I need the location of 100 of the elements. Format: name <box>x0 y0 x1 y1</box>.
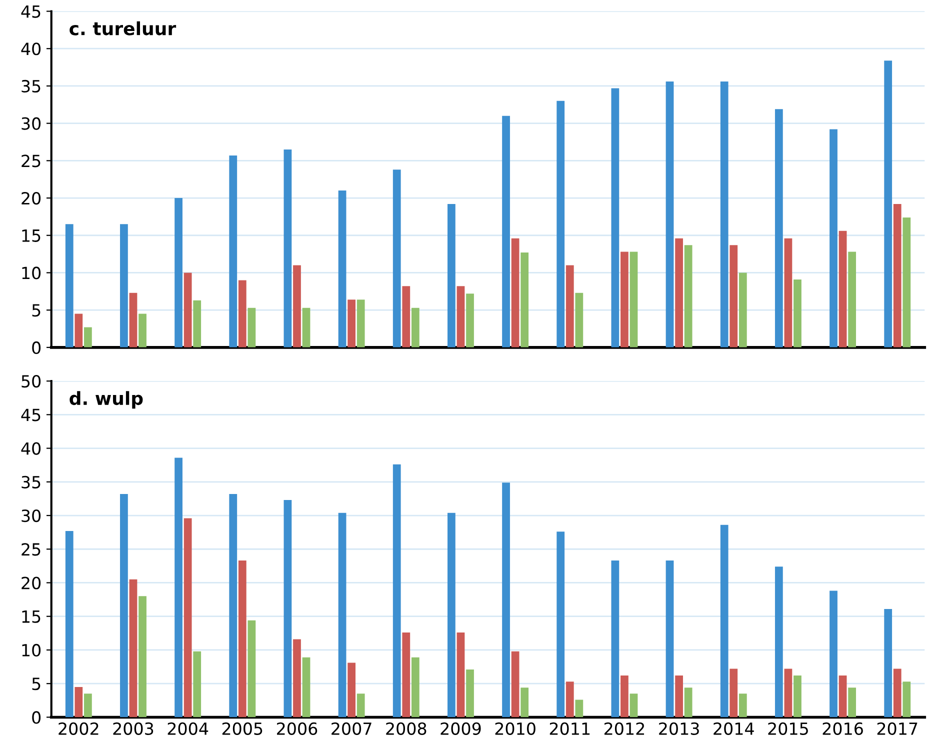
x-tick-label: 2007 <box>332 722 372 735</box>
y-tick-label: 45 <box>21 5 40 18</box>
bar <box>466 669 474 718</box>
y-tick-label: 20 <box>22 192 41 205</box>
bar <box>392 464 401 718</box>
x-tick-label: 2005 <box>222 722 262 735</box>
bar <box>838 230 847 348</box>
y-tick-label: 50 <box>22 375 41 388</box>
x-tick-label: 2012 <box>604 722 644 735</box>
x-tick-label: 2017 <box>877 722 918 735</box>
bar <box>174 198 182 348</box>
x-tick-label: 2004 <box>168 722 208 735</box>
text: d. wulp <box>70 391 143 409</box>
bar <box>84 327 92 348</box>
bar <box>893 204 902 348</box>
bar <box>511 651 520 718</box>
bar <box>84 694 92 718</box>
x-tick-label: 2011 <box>550 722 590 735</box>
bar <box>129 292 138 348</box>
bar <box>392 170 401 348</box>
y-tick-label: 35 <box>22 476 40 488</box>
y-tick-label: 40 <box>21 442 41 455</box>
y-tick-label: 25 <box>22 154 40 168</box>
bar <box>456 286 465 348</box>
y-tick-label: 45 <box>21 408 40 422</box>
y-tick-label: 25 <box>22 543 40 556</box>
bar <box>902 682 911 718</box>
bar <box>348 662 356 718</box>
bar <box>893 668 902 718</box>
bar <box>348 300 356 348</box>
bar <box>902 217 911 348</box>
bar <box>774 109 783 348</box>
bar <box>830 590 838 718</box>
y-tick-label: 15 <box>22 610 40 623</box>
bar <box>666 81 674 348</box>
bar <box>193 300 202 348</box>
bar <box>730 668 738 718</box>
bar <box>620 252 628 348</box>
bar <box>138 314 146 348</box>
y-tick-label: 35 <box>22 80 40 93</box>
bar <box>630 252 638 348</box>
bar <box>229 155 238 348</box>
bar <box>848 688 856 718</box>
bar <box>448 204 456 348</box>
x-tick-label: 2015 <box>768 722 808 735</box>
bar <box>511 238 520 348</box>
x-tick-label: 2003 <box>113 722 154 735</box>
bar <box>120 494 128 718</box>
bar <box>338 512 346 718</box>
bar <box>248 308 256 348</box>
bar <box>284 149 292 348</box>
bar <box>129 579 138 718</box>
bar <box>848 252 856 348</box>
y-tick-label: 0 <box>32 711 41 724</box>
bar <box>120 224 128 348</box>
y-tick-label: 30 <box>22 117 41 130</box>
x-tick-label: 2008 <box>386 722 426 735</box>
bar <box>520 252 529 348</box>
bar <box>630 694 638 718</box>
y-tick-label: 10 <box>22 644 41 657</box>
bar <box>456 632 465 718</box>
x-tick-label: 2016 <box>822 722 863 735</box>
y-tick-label: 5 <box>32 304 40 317</box>
bar <box>794 279 802 348</box>
y-tick-label: 30 <box>22 509 41 522</box>
bar <box>684 688 692 718</box>
y-tick-label: 5 <box>32 678 40 690</box>
bar <box>794 676 802 718</box>
bar <box>184 272 192 348</box>
bar <box>65 530 74 718</box>
bar <box>284 500 292 718</box>
bar <box>238 560 246 718</box>
bar <box>566 682 574 718</box>
bar <box>738 694 747 718</box>
bar <box>666 560 674 718</box>
x-tick-label: 2006 <box>276 722 318 735</box>
bar <box>302 657 310 718</box>
bar <box>174 458 182 718</box>
bar <box>556 100 565 348</box>
bar <box>720 81 728 348</box>
bar <box>838 676 847 718</box>
bar <box>502 116 510 348</box>
bar <box>884 60 892 348</box>
bar <box>248 620 256 718</box>
bar <box>356 694 365 718</box>
bar <box>520 688 529 718</box>
bar <box>193 651 202 718</box>
y-tick-label: 40 <box>21 42 41 56</box>
bar <box>575 700 584 718</box>
bar <box>448 512 456 718</box>
x-tick-label: 2009 <box>440 722 481 735</box>
bar <box>74 686 83 718</box>
bar <box>675 238 683 348</box>
bar <box>74 314 83 348</box>
bar <box>411 308 420 348</box>
y-tick-label: 15 <box>22 230 40 242</box>
bar <box>684 245 692 348</box>
y-tick-label: 10 <box>22 266 41 280</box>
bar <box>884 608 892 718</box>
x-tick-label: 2002 <box>58 722 98 735</box>
